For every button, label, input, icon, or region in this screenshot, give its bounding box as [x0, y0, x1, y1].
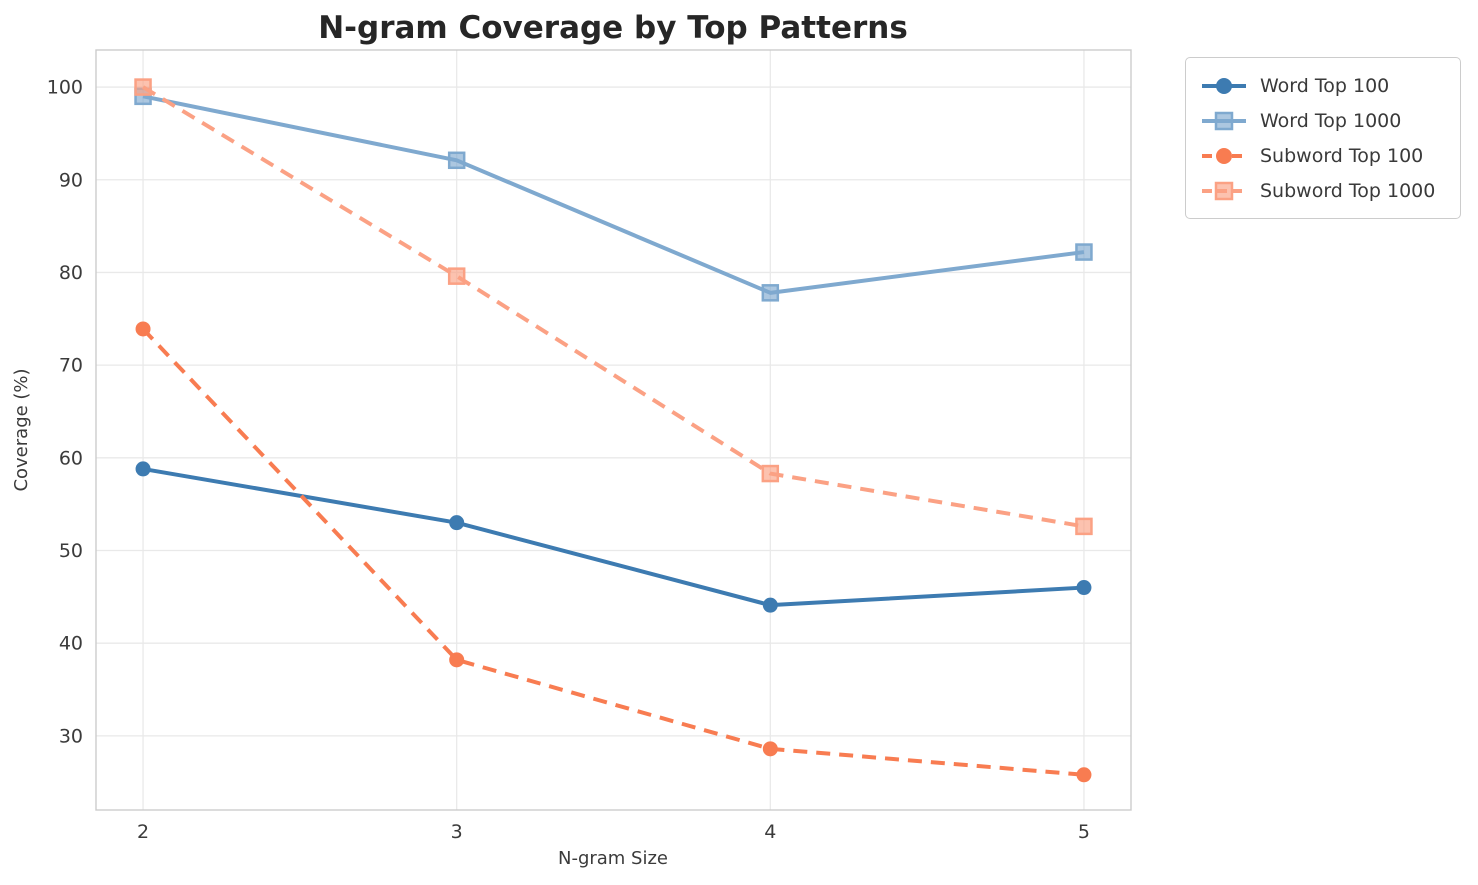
data-point-word-top-100-x5: [1076, 580, 1092, 596]
data-point-subword-top-100-x3: [449, 652, 465, 668]
legend-item-subword-top-100: Subword Top 100: [1200, 140, 1446, 171]
y-tick-label-50: 50: [59, 540, 83, 562]
chart-title: N-gram Coverage by Top Patterns: [318, 10, 908, 46]
y-axis-label: Coverage (%): [11, 368, 32, 491]
legend-marker: [1214, 181, 1234, 200]
legend-circle-swatch-icon: [1202, 77, 1246, 94]
y-tick-label-70: 70: [59, 355, 83, 377]
data-point-subword-top-1000-x3: [447, 267, 466, 285]
y-tick-label-80: 80: [59, 262, 83, 284]
data-point-word-top-1000-x5: [1075, 243, 1093, 261]
x-axis-label: N-gram Size: [558, 848, 668, 869]
data-point-subword-top-1000-x2: [134, 78, 152, 96]
y-tick-label-40: 40: [59, 633, 83, 655]
series-line-subword-top-1000: [142, 85, 1085, 529]
data-point-subword-top-100-x2: [135, 321, 151, 337]
axes-border: [95, 49, 1132, 811]
grid-layer: [95, 49, 1132, 811]
legend-marker: [1216, 147, 1232, 164]
x-tick-label-3: 3: [451, 821, 463, 843]
y-tick-label-90: 90: [59, 169, 83, 191]
data-point-subword-top-1000-x4: [761, 464, 780, 483]
data-point-subword-top-1000-x5: [1075, 517, 1093, 536]
series-line-subword-top-100: [141, 327, 1085, 777]
legend-label: Subword Top 1000: [1260, 179, 1436, 202]
series-line-word-top-1000: [142, 94, 1085, 295]
data-point-word-top-100-x4: [762, 597, 778, 613]
legend-item-subword-top-1000: Subword Top 1000: [1200, 175, 1446, 206]
legend-square-swatch-icon: [1202, 181, 1246, 200]
x-tick-label-4: 4: [764, 821, 776, 843]
y-tick-label-30: 30: [59, 725, 83, 747]
y-tick-label-100: 100: [47, 77, 83, 99]
legend-label: Subword Top 100: [1260, 144, 1424, 167]
series-layer: [134, 78, 1093, 783]
legend-marker: [1214, 111, 1234, 130]
legend-square-swatch-icon: [1202, 111, 1246, 130]
legend: Word Top 100 Word Top 1000 Subword Top 100…: [1185, 57, 1461, 219]
x-tick-label-2: 2: [137, 821, 149, 843]
legend-label: Word Top 100: [1260, 74, 1390, 97]
legend-marker: [1216, 77, 1232, 94]
legend-label: Word Top 1000: [1260, 109, 1402, 132]
tick-layer: 30 40 50 60 70 80 90 100 2 3 4 5: [47, 77, 1090, 843]
legend-item-word-top-100: Word Top 100: [1200, 70, 1446, 101]
data-point-subword-top-100-x5: [1076, 767, 1092, 783]
data-point-word-top-1000-x3: [447, 151, 466, 170]
data-point-word-top-100-x3: [449, 515, 465, 531]
data-point-word-top-100-x2: [135, 461, 151, 477]
data-point-word-top-1000-x4: [761, 284, 780, 302]
data-point-subword-top-100-x4: [762, 741, 778, 757]
series-line-word-top-100: [142, 466, 1085, 608]
legend-circle-swatch-icon: [1202, 147, 1246, 164]
x-tick-label-5: 5: [1078, 821, 1090, 843]
y-tick-label-60: 60: [59, 447, 83, 469]
legend-item-word-top-1000: Word Top 1000: [1200, 105, 1446, 136]
